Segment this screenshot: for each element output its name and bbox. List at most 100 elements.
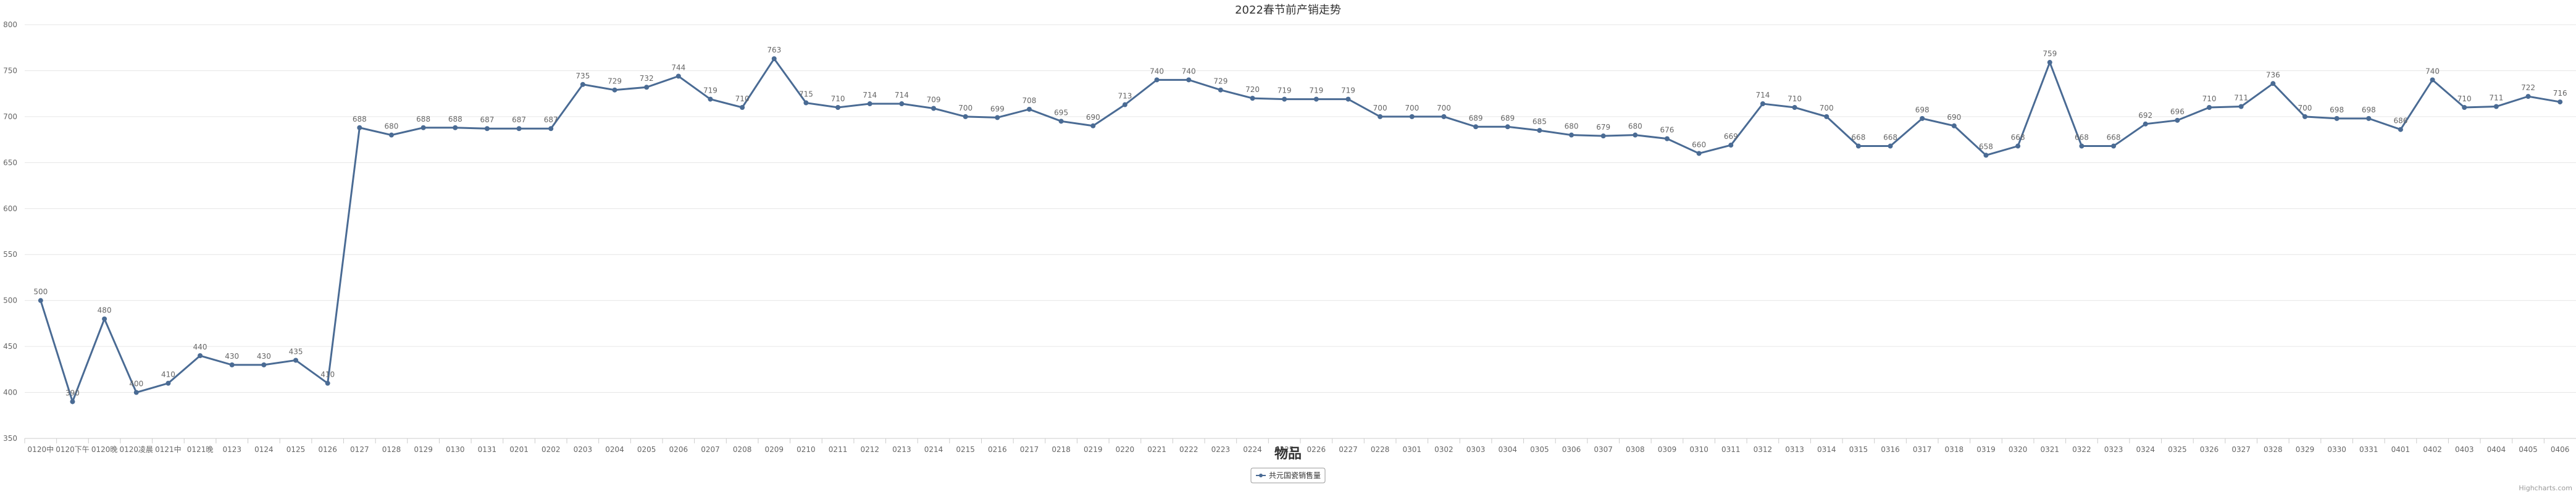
data-point[interactable] [484, 126, 490, 132]
data-point[interactable] [835, 105, 841, 110]
data-point[interactable] [133, 390, 139, 395]
data-point[interactable] [1409, 114, 1415, 119]
data-point[interactable] [771, 56, 777, 62]
data-point[interactable] [357, 125, 362, 130]
data-point[interactable] [1441, 114, 1447, 119]
x-tick-label: 0329 [2296, 445, 2315, 454]
data-label: 719 [1278, 86, 1292, 95]
data-point[interactable] [2366, 115, 2372, 121]
data-point[interactable] [1920, 115, 1925, 121]
data-label: 687 [512, 115, 526, 124]
data-point[interactable] [2143, 121, 2148, 127]
data-point[interactable] [1855, 143, 1861, 149]
data-label: 685 [1533, 117, 1547, 126]
data-point[interactable] [2462, 105, 2467, 110]
data-label: 700 [1820, 104, 1834, 112]
data-point[interactable] [1824, 114, 1830, 119]
data-point[interactable] [2015, 143, 2021, 149]
data-point[interactable] [708, 96, 713, 102]
data-point[interactable] [1600, 133, 1606, 139]
data-point[interactable] [1760, 101, 1765, 107]
chart-credits[interactable]: Highcharts.com [2519, 484, 2572, 492]
data-point[interactable] [420, 125, 426, 130]
data-point[interactable] [2525, 94, 2531, 99]
data-point[interactable] [102, 316, 107, 322]
x-tick-label: 0331 [2359, 445, 2378, 454]
data-point[interactable] [229, 362, 235, 367]
data-point[interactable] [1633, 132, 1638, 138]
data-point[interactable] [2270, 81, 2276, 86]
data-point[interactable] [995, 115, 1000, 120]
data-point[interactable] [899, 101, 905, 107]
data-label: 689 [1469, 114, 1483, 122]
data-point[interactable] [198, 353, 203, 358]
data-point[interactable] [1792, 105, 1797, 110]
data-point[interactable] [867, 101, 872, 107]
x-tick-label: 0120下午 [56, 445, 90, 454]
data-point[interactable] [2430, 77, 2435, 83]
data-point[interactable] [70, 399, 75, 404]
x-tick-label: 0318 [1945, 445, 1964, 454]
data-point[interactable] [803, 100, 809, 106]
data-point[interactable] [165, 380, 171, 386]
data-point[interactable] [548, 126, 554, 132]
data-point[interactable] [2047, 60, 2052, 65]
data-point[interactable] [1345, 96, 1351, 102]
data-point[interactable] [1026, 106, 1032, 112]
data-point[interactable] [2207, 105, 2212, 110]
data-point[interactable] [1218, 87, 1223, 93]
data-label: 692 [2138, 111, 2152, 120]
x-tick-label: 0314 [1817, 445, 1836, 454]
data-point[interactable] [931, 106, 937, 111]
data-point[interactable] [1888, 143, 1893, 149]
data-point[interactable] [1664, 136, 1670, 141]
data-point[interactable] [325, 380, 330, 386]
data-point[interactable] [2079, 143, 2085, 149]
data-point[interactable] [1186, 77, 1192, 83]
data-point[interactable] [2493, 104, 2499, 109]
data-point[interactable] [2238, 104, 2244, 109]
data-point[interactable] [580, 82, 585, 87]
data-point[interactable] [1696, 151, 1702, 156]
data-point[interactable] [1282, 96, 1287, 102]
data-point[interactable] [2302, 114, 2307, 119]
data-point[interactable] [1728, 143, 1734, 148]
data-point[interactable] [1473, 124, 1479, 130]
data-point[interactable] [516, 126, 522, 132]
data-point[interactable] [1250, 96, 1255, 101]
data-point[interactable] [38, 298, 43, 303]
data-point[interactable] [1090, 123, 1096, 128]
data-point[interactable] [1313, 96, 1319, 102]
data-point[interactable] [261, 362, 267, 367]
data-point[interactable] [2175, 117, 2180, 123]
data-point[interactable] [453, 125, 458, 130]
data-labels: 500 390 480 400 410 440 430 430 435 410 688 680 688 6… [33, 46, 2567, 397]
data-point[interactable] [1154, 77, 1160, 83]
data-point[interactable] [1058, 119, 1064, 124]
x-tick-label: 0222 [1179, 445, 1198, 454]
data-point[interactable] [740, 105, 745, 110]
data-point[interactable] [1569, 132, 1574, 138]
legend[interactable]: 共元国瓷销售量 [1250, 467, 1326, 484]
data-point[interactable] [293, 358, 299, 363]
data-point[interactable] [388, 132, 394, 138]
x-tick-label: 0319 [1976, 445, 1996, 454]
data-point[interactable] [1505, 124, 1510, 130]
data-point[interactable] [2557, 99, 2563, 105]
legend-box[interactable] [1250, 467, 1326, 484]
data-label: 668 [2011, 133, 2025, 142]
data-point[interactable] [1537, 128, 1542, 133]
data-point[interactable] [2398, 127, 2403, 132]
data-point[interactable] [2111, 143, 2117, 149]
data-label: 759 [2043, 49, 2057, 58]
data-label: 700 [958, 104, 972, 112]
data-point[interactable] [1378, 114, 1383, 119]
data-point[interactable] [1951, 123, 1957, 128]
data-point[interactable] [675, 73, 681, 79]
data-point[interactable] [963, 114, 968, 119]
data-point[interactable] [612, 87, 617, 93]
data-point[interactable] [1122, 102, 1127, 107]
data-point[interactable] [644, 85, 650, 90]
data-point[interactable] [1983, 153, 1989, 158]
data-point[interactable] [2334, 115, 2340, 121]
